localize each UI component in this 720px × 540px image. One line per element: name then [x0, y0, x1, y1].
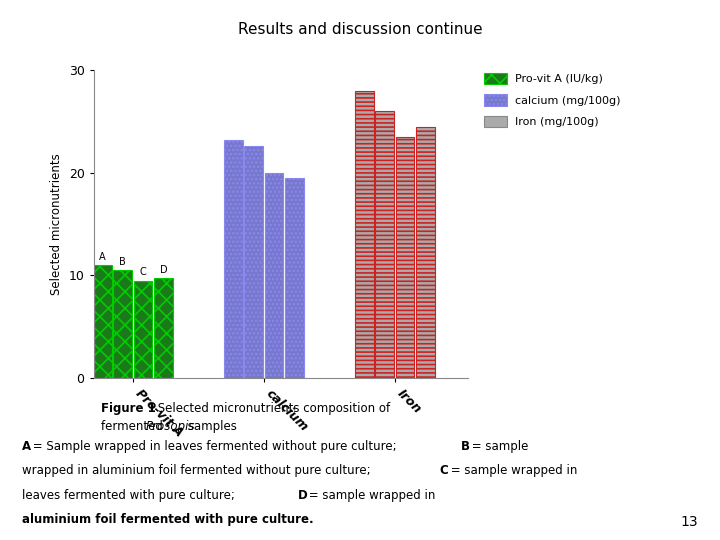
Text: samples: samples: [184, 420, 236, 433]
Text: wrapped in aluminium foil fermented without pure culture;: wrapped in aluminium foil fermented with…: [22, 464, 378, 477]
Legend: Pro-vit A (IU/kg), calcium (mg/100g), Iron (mg/100g): Pro-vit A (IU/kg), calcium (mg/100g), Ir…: [481, 70, 624, 131]
Text: B: B: [119, 257, 126, 267]
Text: D: D: [160, 265, 167, 275]
Text: 13: 13: [681, 515, 698, 529]
Bar: [224, 140, 243, 378]
Text: Figure 1: Figure 1: [101, 402, 156, 415]
Bar: [244, 146, 263, 378]
Text: leaves fermented with pure culture;: leaves fermented with pure culture;: [22, 489, 249, 502]
Bar: [154, 279, 173, 378]
Text: Prosopis: Prosopis: [146, 420, 196, 433]
Bar: [416, 127, 435, 378]
Text: A: A: [22, 440, 31, 453]
Bar: [133, 281, 153, 378]
Text: aluminium foil fermented with pure culture.: aluminium foil fermented with pure cultu…: [22, 513, 313, 526]
Bar: [355, 91, 374, 378]
Text: D: D: [298, 489, 307, 502]
Text: A: A: [99, 252, 105, 262]
Bar: [375, 111, 394, 378]
Text: : Selected micronutrients composition of: : Selected micronutrients composition of: [150, 402, 390, 415]
Text: = sample wrapped in: = sample wrapped in: [305, 489, 436, 502]
Y-axis label: Selected micronutrients: Selected micronutrients: [50, 153, 63, 295]
Text: C: C: [439, 464, 449, 477]
Text: = Sample wrapped in leaves fermented without pure culture;: = Sample wrapped in leaves fermented wit…: [29, 440, 404, 453]
Text: = sample wrapped in: = sample wrapped in: [446, 464, 577, 477]
Bar: [395, 137, 415, 378]
Text: = sample: = sample: [468, 440, 528, 453]
Text: C: C: [140, 267, 146, 278]
Bar: [93, 265, 112, 378]
Bar: [264, 173, 284, 378]
Text: fermented: fermented: [101, 420, 166, 433]
Bar: [113, 271, 132, 378]
Text: Results and discussion continue: Results and discussion continue: [238, 22, 482, 37]
Text: B: B: [461, 440, 469, 453]
Bar: [285, 178, 304, 378]
